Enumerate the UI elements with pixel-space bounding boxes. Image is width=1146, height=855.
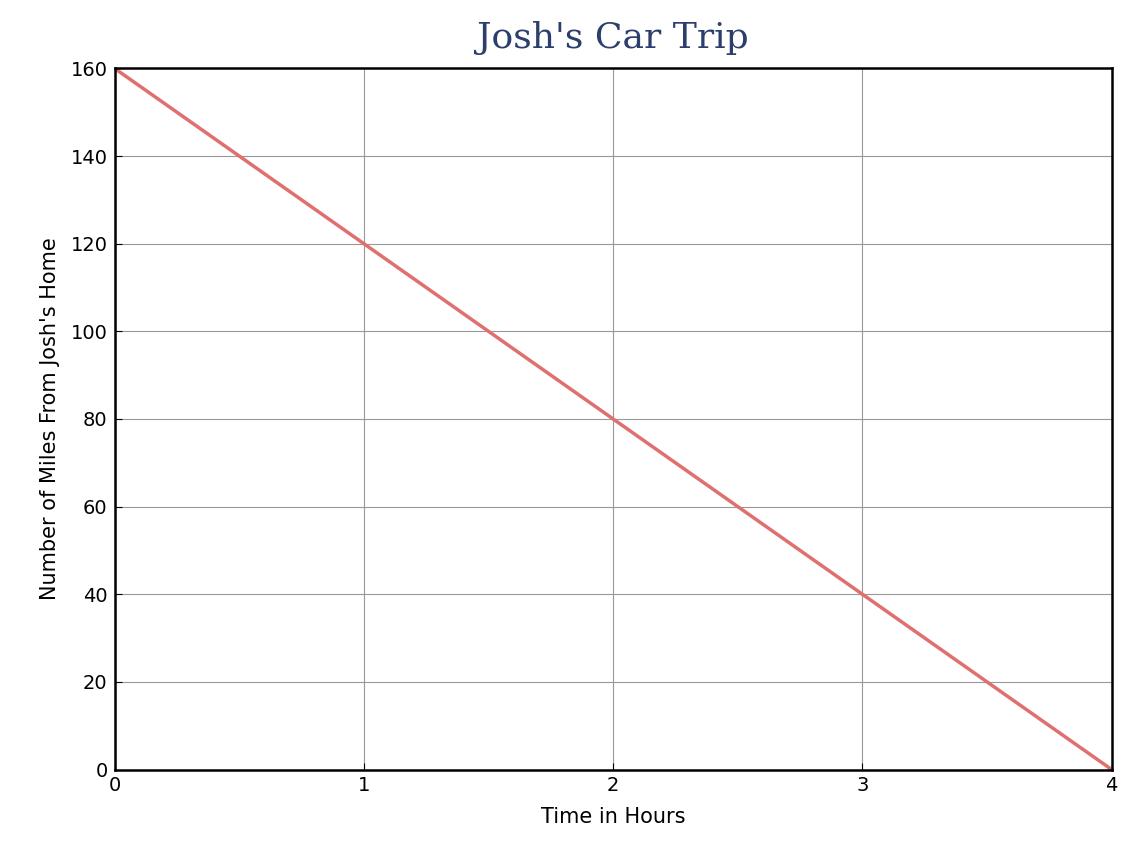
Y-axis label: Number of Miles From Josh's Home: Number of Miles From Josh's Home — [40, 238, 60, 600]
Title: Josh's Car Trip: Josh's Car Trip — [477, 21, 749, 55]
X-axis label: Time in Hours: Time in Hours — [541, 806, 685, 827]
